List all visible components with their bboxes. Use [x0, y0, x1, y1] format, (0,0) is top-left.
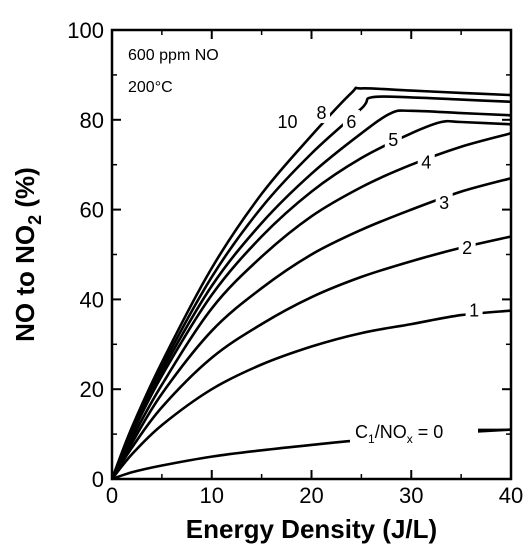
- x-tick-label: 0: [106, 483, 118, 508]
- curve-label-3: 3: [439, 193, 449, 213]
- plot-area: 0 10 20 30 40 0 20 40 60 80 100 1 2 3 4 5 68 10: [67, 18, 523, 508]
- curve-label-5: 5: [388, 130, 398, 150]
- curve-label-2: 2: [462, 238, 472, 258]
- curve-label-6: 6: [346, 112, 356, 132]
- c-symbol: C: [355, 422, 368, 442]
- x-tick-label: 10: [200, 483, 224, 508]
- y-tick-label: 40: [80, 287, 104, 312]
- curve-label-1: 1: [469, 301, 479, 321]
- annotations: 600 ppm NO 200°C: [128, 47, 219, 96]
- series-line-6: [110, 109, 512, 480]
- curve-label-4: 4: [421, 152, 431, 172]
- series-line-10: [110, 86, 512, 480]
- ratio-slash-nox: /NO: [375, 422, 407, 442]
- annotation-concentration: 600 ppm NO: [128, 47, 219, 64]
- curve-labels: 1 2 3 4 5 68 10: [273, 101, 483, 321]
- curve-label-knockout: [435, 190, 453, 213]
- y-tick-label: 20: [80, 377, 104, 402]
- y-axis-title: NO to NO2 (%): [10, 167, 45, 342]
- series-line-8: [110, 95, 512, 480]
- zero-ratio-knockout: [350, 417, 478, 444]
- series-line-3: [110, 176, 512, 480]
- y-axis-title-subscript: 2: [25, 215, 45, 225]
- x-subscript: x: [407, 432, 413, 446]
- curve-label-8: 8: [316, 103, 326, 123]
- y-tick-label: 80: [80, 108, 104, 133]
- x-tick-label: 20: [299, 483, 323, 508]
- x-tick-label: 30: [399, 483, 423, 508]
- curve-label-knockout: [465, 298, 483, 321]
- x-axis-title: Energy Density (J/L): [186, 514, 437, 544]
- series-line-1: [110, 309, 512, 480]
- x-tick-label: 40: [499, 483, 523, 508]
- axis-ticks: 0 10 20 30 40 0 20 40 60 80 100: [67, 18, 523, 508]
- curve-label-10: 10: [278, 112, 298, 132]
- y-axis-title-suffix: (%): [10, 167, 40, 215]
- curve-label-knockout: [417, 150, 435, 173]
- zero-ratio-label: C1/NOx = 0: [350, 417, 511, 446]
- y-tick-label: 60: [80, 198, 104, 223]
- annotation-temperature: 200°C: [128, 79, 173, 96]
- curve-label-knockout: [458, 235, 476, 258]
- curve-label-knockout: [342, 110, 360, 133]
- curve-label-knockout: [384, 128, 402, 151]
- series-lines: [110, 86, 512, 481]
- c-subscript: 1: [368, 432, 375, 446]
- y-axis-title-main: NO to NO: [10, 225, 40, 342]
- curve-label-knockout: [273, 110, 302, 133]
- y-tick-label: 0: [92, 467, 104, 492]
- series-line-2: [110, 235, 512, 480]
- equals-zero: = 0: [413, 422, 444, 442]
- y-tick-label: 100: [67, 18, 104, 43]
- series-line-5: [110, 119, 512, 480]
- curve-label-knockout: [312, 101, 330, 124]
- zero-ratio-text: C1/NOx = 0: [355, 422, 443, 446]
